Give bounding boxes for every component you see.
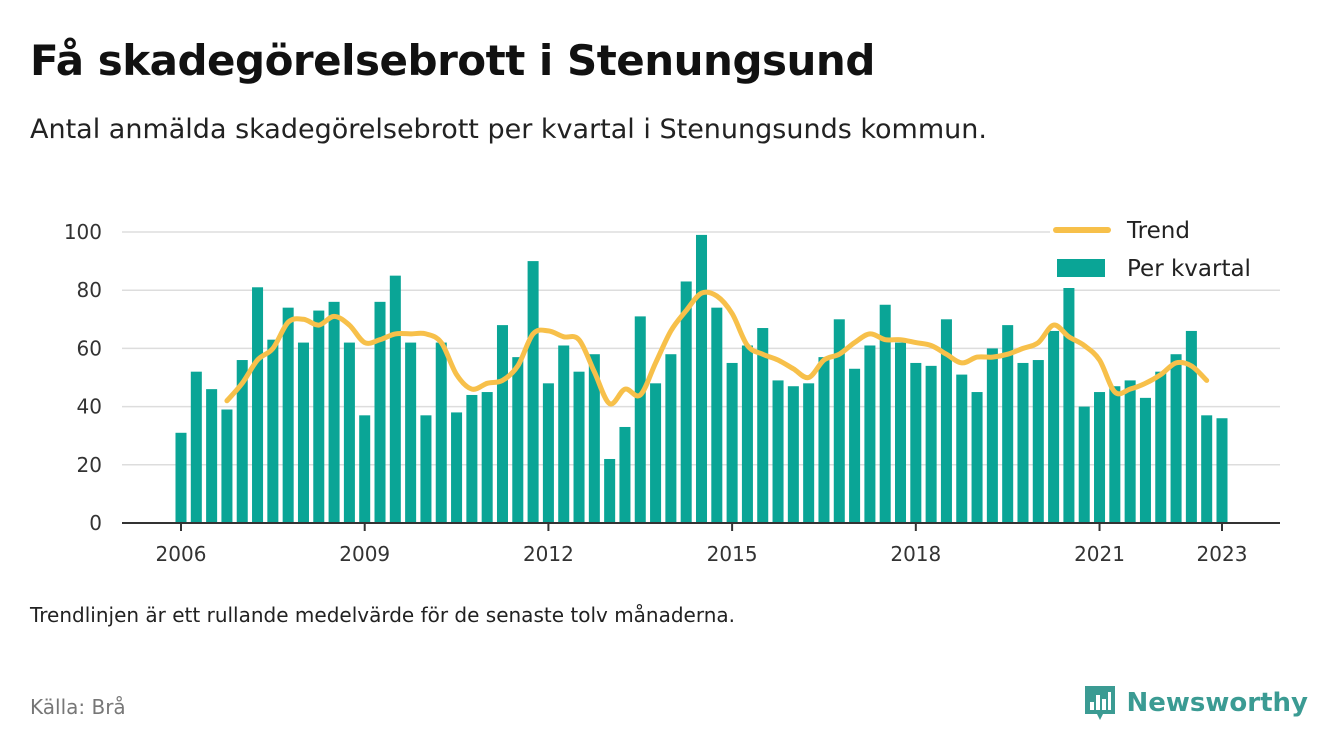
brand-logo: Newsworthy [1083, 683, 1308, 723]
bar [726, 362, 738, 523]
bar [1063, 275, 1075, 523]
bar [634, 316, 646, 523]
y-tick-label: 100 [64, 220, 102, 244]
bar [1185, 330, 1197, 523]
bar [971, 392, 983, 523]
bar [665, 354, 677, 523]
bars [175, 234, 1228, 523]
bar [757, 328, 769, 523]
bar [420, 415, 432, 523]
bar [1155, 371, 1167, 523]
bar [236, 360, 248, 523]
bar [190, 371, 202, 523]
trend-line-layer [224, 289, 1210, 407]
bar [451, 412, 463, 523]
bar [206, 389, 218, 523]
source-label: Källa: Brå [30, 695, 126, 719]
bar [573, 371, 585, 523]
bar [818, 357, 830, 523]
bar [864, 345, 876, 523]
bar [527, 261, 539, 523]
chart: 0 20 40 60 80 100 2006 2009 2012 2015 2018 2021 202… [63, 206, 1280, 566]
bar [895, 342, 907, 523]
bar [252, 287, 264, 523]
bar [481, 392, 493, 523]
y-tick-label: 0 [89, 511, 102, 535]
newsworthy-logo-icon [1084, 686, 1115, 720]
bar [343, 342, 355, 523]
bar [588, 354, 600, 523]
y-tick-label: 80 [77, 278, 102, 302]
y-tick-label: 60 [77, 336, 102, 360]
bar [604, 458, 616, 523]
bar [389, 275, 401, 523]
x-tick-label: 2006 [156, 542, 207, 566]
y-tick-label: 40 [77, 395, 102, 419]
chart-subtitle: Antal anmälda skadegörelsebrott per kvar… [30, 114, 987, 145]
bar [282, 307, 294, 523]
bar [787, 386, 799, 523]
legend-bar-label: Per kvartal [1127, 256, 1251, 282]
bar [221, 409, 233, 523]
bar [680, 281, 692, 523]
bar [512, 357, 524, 523]
bar [711, 307, 723, 523]
bar [986, 348, 998, 523]
chart-title: Få skadegörelsebrott i Stenungsund [30, 36, 875, 85]
bar [1032, 360, 1044, 523]
bar [1017, 362, 1029, 523]
bar [940, 319, 952, 523]
bar [1170, 354, 1182, 523]
bar [374, 301, 386, 523]
legend-bar-swatch [1057, 259, 1105, 277]
legend: Trend Per kvartal [1050, 206, 1280, 288]
bar [466, 394, 478, 523]
bar [1139, 397, 1151, 523]
bar [297, 342, 309, 523]
bar [267, 339, 279, 523]
bar [359, 415, 371, 523]
trend-line [224, 289, 1210, 407]
bar [772, 380, 784, 523]
legend-trend-label: Trend [1126, 218, 1190, 244]
bar [1109, 386, 1121, 523]
x-tick-label: 2021 [1074, 542, 1125, 566]
y-axis-ticks: 0 20 40 60 80 100 [64, 220, 102, 535]
bar [558, 345, 570, 523]
bar [956, 374, 968, 523]
x-tick-label: 2015 [707, 542, 758, 566]
bar [910, 362, 922, 523]
bar [542, 383, 554, 523]
bar [803, 383, 815, 523]
bar [328, 301, 340, 523]
bar [741, 345, 753, 523]
bar [1201, 415, 1213, 523]
bar [175, 432, 187, 523]
bar [1002, 325, 1014, 523]
bar [496, 325, 508, 523]
bar [1094, 392, 1106, 523]
bar [1216, 418, 1228, 523]
y-tick-label: 20 [77, 453, 102, 477]
bar [435, 342, 447, 523]
x-tick-label: 2009 [339, 542, 390, 566]
x-tick-label: 2012 [523, 542, 574, 566]
footnote: Trendlinjen är ett rullande medelvärde f… [30, 603, 736, 627]
bar [650, 383, 662, 523]
bar [1048, 330, 1060, 523]
bar [405, 342, 417, 523]
brand-name: Newsworthy [1126, 688, 1308, 718]
bar [695, 234, 708, 523]
bar [313, 310, 325, 523]
bar [925, 365, 937, 523]
bar [879, 304, 891, 523]
bar [833, 319, 845, 523]
bar [1124, 380, 1136, 523]
x-axis: 2006 2009 2012 2015 2018 2021 2023 [122, 522, 1280, 566]
x-tick-label: 2023 [1197, 542, 1248, 566]
bar [619, 426, 631, 523]
x-tick-label: 2018 [890, 542, 941, 566]
bar [849, 368, 861, 523]
bar [1078, 406, 1090, 523]
